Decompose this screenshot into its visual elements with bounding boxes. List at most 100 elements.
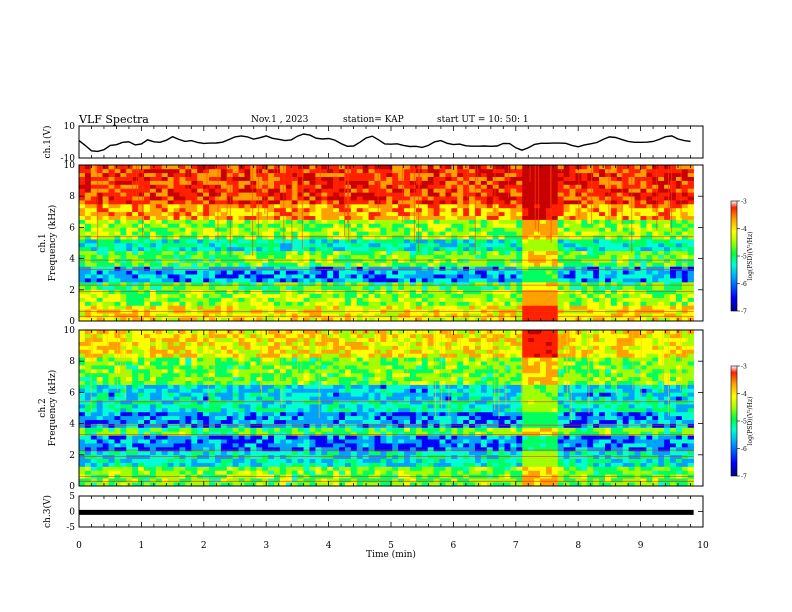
spectrogram-cell bbox=[362, 301, 369, 306]
spectrogram-cell bbox=[333, 188, 340, 193]
spectrogram-cell bbox=[149, 176, 157, 181]
spectrogram-cell bbox=[179, 204, 186, 209]
spectrogram-cell bbox=[681, 282, 689, 287]
spectrogram-cell bbox=[173, 172, 180, 177]
spectrogram-cell bbox=[126, 313, 133, 318]
spectrogram-cell bbox=[279, 258, 287, 263]
spectrogram-cell bbox=[380, 458, 387, 463]
spectrogram-cell bbox=[599, 196, 606, 201]
spectrogram-cell bbox=[327, 250, 334, 255]
spectrogram-cell bbox=[149, 258, 157, 263]
spectrogram-cell bbox=[610, 192, 618, 197]
spectrogram-cell bbox=[664, 235, 671, 240]
spectrogram-cell bbox=[480, 297, 488, 302]
spectrogram-cell bbox=[209, 250, 216, 255]
spectrogram-cell bbox=[262, 239, 269, 244]
spectrogram-cell bbox=[504, 246, 511, 252]
spectrogram-cell bbox=[575, 458, 582, 463]
spectrogram-cell bbox=[350, 243, 358, 248]
spectrogram-cell bbox=[339, 165, 346, 170]
spectrogram-cell bbox=[244, 313, 251, 318]
spectrogram-cell bbox=[155, 466, 163, 471]
spectrogram-cell bbox=[469, 243, 476, 248]
spectrogram-cell bbox=[90, 246, 98, 252]
spectrogram-cell bbox=[291, 274, 298, 279]
spectrogram-cell bbox=[557, 227, 564, 232]
spectrogram-cell bbox=[622, 266, 629, 271]
spectrogram-cell bbox=[368, 278, 375, 283]
spectrogram-cell bbox=[551, 317, 559, 322]
spectrogram-cell bbox=[90, 219, 98, 224]
spectrogram-cell bbox=[120, 250, 127, 255]
spectrogram-cell bbox=[238, 188, 245, 193]
spectrogram-cell bbox=[439, 180, 446, 185]
spectrogram-cell bbox=[197, 297, 204, 302]
spectrogram-cell bbox=[628, 301, 635, 306]
spectrogram-cell bbox=[84, 243, 92, 248]
spectrogram-cell bbox=[138, 172, 145, 177]
spectrogram-cell bbox=[409, 250, 417, 255]
spectrogram-cell bbox=[327, 466, 334, 471]
spectrogram-cell bbox=[96, 305, 103, 310]
spectrogram-cell bbox=[616, 305, 624, 310]
spectrogram-cell bbox=[274, 254, 281, 259]
spectrogram-cell bbox=[445, 176, 452, 181]
spectrogram-cell bbox=[380, 317, 387, 322]
spectrogram-cell bbox=[268, 188, 275, 193]
spectrogram-cell bbox=[386, 176, 393, 181]
spectrogram-cell bbox=[108, 274, 115, 279]
spectrogram-cell bbox=[557, 200, 564, 205]
spectrogram-cell bbox=[563, 176, 570, 181]
spectrogram-cell bbox=[664, 176, 671, 181]
spectrogram-cell bbox=[144, 172, 151, 177]
spectrogram-cell bbox=[238, 289, 245, 294]
spectrogram-cell bbox=[604, 478, 612, 483]
spectrogram-cell bbox=[528, 172, 535, 177]
spectrogram-cell bbox=[664, 462, 671, 467]
spectrogram-cell bbox=[108, 192, 115, 197]
spectrogram-cell bbox=[291, 211, 298, 216]
spectrogram-cell bbox=[457, 215, 464, 220]
spectrogram-cell bbox=[132, 219, 139, 224]
spectrogram-cell bbox=[445, 250, 452, 255]
spectrogram-cell bbox=[415, 301, 423, 306]
spectrogram-cell bbox=[374, 466, 381, 471]
spectrogram-cell bbox=[628, 466, 635, 471]
spectrogram-cell bbox=[79, 243, 86, 248]
spectrogram-cell bbox=[409, 293, 417, 298]
spectrogram-cell bbox=[291, 196, 298, 201]
spectrogram-cell bbox=[315, 188, 322, 193]
spectrogram-cell bbox=[321, 223, 328, 228]
spectrogram-cell bbox=[285, 285, 293, 291]
spectrogram-cell bbox=[268, 313, 275, 318]
spectrogram-cell bbox=[409, 305, 417, 310]
spectrogram-cell bbox=[79, 172, 86, 177]
spectrogram-cell bbox=[463, 266, 470, 271]
spectrogram-cell bbox=[681, 297, 689, 302]
spectrogram-cell bbox=[250, 243, 257, 248]
spectrogram-cell bbox=[451, 188, 458, 193]
spectrogram-cell bbox=[244, 270, 251, 275]
spectrogram-cell bbox=[132, 184, 139, 189]
spectrogram-cell bbox=[244, 176, 251, 181]
spectrogram-cell bbox=[138, 246, 145, 252]
spectrogram-cell bbox=[451, 313, 458, 318]
spectrogram-cell bbox=[569, 466, 576, 471]
spectrogram-cell bbox=[398, 239, 405, 244]
spectrogram-cell bbox=[209, 297, 216, 302]
spectrogram-cell bbox=[232, 270, 239, 275]
spectrogram-cell bbox=[244, 211, 251, 216]
spectrogram-cell bbox=[528, 235, 535, 240]
spectrogram-cell bbox=[587, 168, 594, 174]
spectrogram-cell bbox=[563, 235, 570, 240]
spectrogram-cell bbox=[498, 270, 505, 275]
spectrogram-cell bbox=[356, 227, 363, 232]
spectrogram-cell bbox=[102, 176, 109, 181]
spectrogram-cell bbox=[155, 462, 163, 467]
spectrogram-cell bbox=[173, 184, 180, 189]
spectrogram-cell bbox=[439, 219, 446, 224]
spectrogram-cell bbox=[451, 289, 458, 294]
spectrogram-cell bbox=[144, 250, 151, 255]
spectrogram-cell bbox=[486, 168, 493, 174]
spectrogram-cell bbox=[102, 207, 109, 213]
